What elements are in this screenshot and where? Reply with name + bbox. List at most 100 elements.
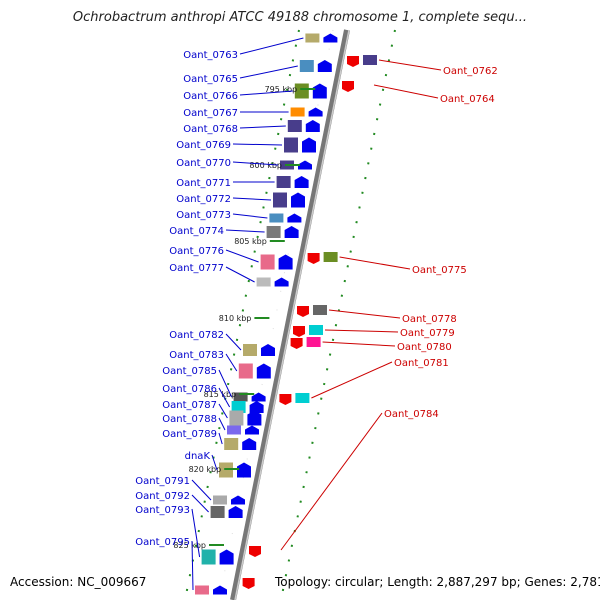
left-leader-line: [191, 508, 201, 558]
left-leader-line: [211, 454, 218, 471]
gene-block: [269, 213, 284, 223]
right-gene-label: Oant_0764: [440, 94, 495, 105]
left-leader-line: [232, 213, 268, 219]
gene-block: [260, 254, 275, 270]
left-leader-line: [191, 479, 212, 501]
reverse-arrow: [279, 394, 292, 405]
forward-arrow: [242, 438, 257, 450]
left-leader-line: [225, 249, 259, 263]
forward-arrow: [251, 392, 266, 402]
forward-arrow: [274, 277, 289, 287]
right-leader-line: [322, 341, 396, 347]
gene-block: [276, 176, 291, 188]
left-gene-label: Oant_0792: [135, 491, 190, 502]
left-leader-line: [239, 90, 293, 96]
left-gene-label: Oant_0769: [176, 140, 231, 151]
left-gene-label: Oant_0765: [183, 74, 238, 85]
left-gene-label: Oant_0770: [176, 158, 231, 169]
left-leader-line: [232, 161, 279, 166]
forward-arrow: [245, 425, 259, 435]
reverse-arrow: [307, 253, 320, 264]
forward-arrow: [305, 120, 320, 132]
scale-label: 815 kbp: [204, 390, 237, 399]
left-leader-line: [225, 353, 238, 372]
gene-block: [299, 60, 314, 72]
left-leader-line: [239, 65, 298, 79]
forward-arrow: [237, 462, 251, 478]
gene-block: [213, 495, 227, 505]
reverse-arrow: [297, 306, 309, 317]
reverse-arrow: [342, 81, 354, 92]
scale-label: 800 kbp: [249, 161, 282, 170]
reverse-arrow: [242, 578, 255, 589]
forward-arrow: [284, 226, 299, 238]
forward-arrow: [294, 176, 309, 188]
left-leader-line: [218, 432, 223, 445]
gene-block: [224, 438, 239, 450]
left-gene-label: Oant_0763: [183, 50, 238, 61]
right-leader-line: [280, 412, 383, 551]
left-leader-line: [218, 417, 226, 431]
forward-arrow: [317, 60, 332, 72]
forward-arrow: [287, 213, 302, 223]
right-gene-label: Oant_0780: [397, 342, 452, 353]
forward-arrow: [213, 585, 227, 595]
forward-arrow: [249, 401, 264, 413]
gene-block: [323, 252, 338, 262]
right-leader-line: [324, 329, 399, 333]
left-gene-label: Oant_0773: [176, 210, 231, 221]
scale-label: 825 kbp: [173, 541, 206, 550]
forward-arrow: [323, 33, 338, 43]
right-leader-line: [378, 59, 442, 71]
right-gene-label: Oant_0778: [402, 314, 457, 325]
left-gene-label: Oant_0771: [176, 178, 231, 189]
gene-block: [305, 33, 320, 43]
scale-label: 820 kbp: [189, 465, 222, 474]
gene-block: [295, 393, 310, 403]
left-leader-line: [218, 403, 228, 419]
gene-block: [309, 325, 323, 335]
left-gene-label: Oant_0767: [183, 108, 238, 119]
gene-block: [233, 392, 248, 402]
scale-label: 805 kbp: [234, 237, 267, 246]
left-gene-label: Oant_0782: [169, 330, 224, 341]
left-gene-label: Oant_0772: [176, 194, 231, 205]
left-gene-label: Oant_0793: [135, 505, 190, 516]
gene-block: [210, 506, 225, 518]
gene-block: [294, 83, 309, 99]
left-gene-label: dnaK: [185, 451, 211, 462]
right-gene-label: Oant_0781: [394, 358, 449, 369]
left-leader-line: [218, 387, 231, 408]
gene-block: [238, 363, 253, 379]
gene-block: [201, 549, 216, 565]
reverse-arrow: [293, 326, 305, 337]
gene-block: [256, 277, 271, 287]
right-leader-line: [373, 84, 439, 99]
left-leader-line: [225, 229, 265, 233]
forward-arrow: [228, 506, 243, 518]
gene-block: [313, 305, 327, 315]
reverse-arrow: [249, 546, 261, 557]
left-gene-label: Oant_0795: [135, 537, 190, 548]
forward-arrow: [291, 192, 305, 208]
left-gene-label: Oant_0789: [162, 429, 217, 440]
scale-label: 795 kbp: [265, 85, 298, 94]
forward-arrow: [247, 410, 262, 426]
topology-summary: Topology: circular; Length: 2,887,297 bp…: [275, 575, 600, 589]
left-gene-label: Oant_0774: [169, 226, 224, 237]
left-leader-line: [191, 494, 209, 513]
right-gene-label: Oant_0779: [400, 328, 455, 339]
chromosome-backbone: [230, 29, 350, 600]
left-gene-label: Oant_0787: [162, 400, 217, 411]
left-gene-label: Oant_0785: [162, 366, 217, 377]
gene-block: [284, 137, 298, 153]
reverse-arrow: [290, 338, 303, 349]
left-gene-label: Oant_0791: [135, 476, 190, 487]
right-gene-label: Oant_0784: [384, 409, 439, 420]
gene-block: [243, 344, 257, 356]
left-leader-line: [218, 369, 233, 398]
left-leader-line: [191, 540, 194, 591]
gene-block: [287, 120, 302, 132]
left-gene-label: Oant_0766: [183, 91, 238, 102]
